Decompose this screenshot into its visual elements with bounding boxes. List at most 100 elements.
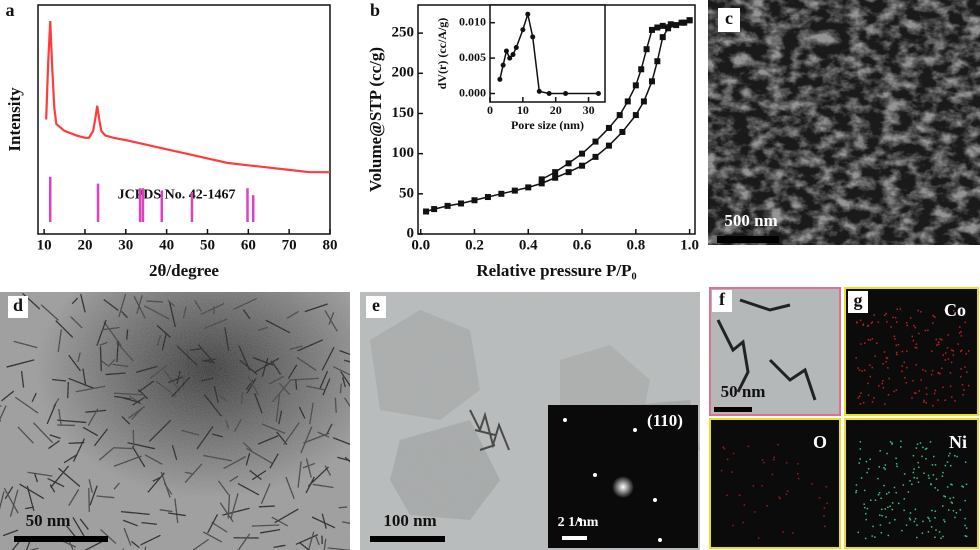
x-tick-label: 0 xyxy=(487,103,493,117)
map-dot xyxy=(918,390,921,392)
map-dot xyxy=(967,350,970,352)
map-dot xyxy=(888,522,891,524)
map-dot xyxy=(949,372,952,374)
map-dot xyxy=(897,502,900,505)
map-dot xyxy=(913,324,915,327)
map-dot xyxy=(964,535,967,537)
map-dot xyxy=(931,350,933,352)
marker xyxy=(484,194,491,201)
map-dot xyxy=(906,350,908,352)
map-dot xyxy=(937,399,939,401)
map-dot xyxy=(927,474,930,477)
map-dot xyxy=(742,521,744,524)
marker xyxy=(538,176,545,183)
marker xyxy=(648,26,655,33)
tem-image: d 50 nm xyxy=(0,292,350,550)
map-dot xyxy=(960,350,962,353)
x-tick-label: 10 xyxy=(37,237,52,253)
map-dot xyxy=(867,382,869,385)
map-dot xyxy=(928,517,930,520)
map-dot xyxy=(962,486,964,488)
map-dot xyxy=(960,331,962,333)
x-tick-label: 60 xyxy=(241,237,256,253)
y-tick-label: 0 xyxy=(407,225,415,241)
map-dot xyxy=(944,495,947,498)
map-dot xyxy=(879,514,881,516)
map-dot xyxy=(934,316,936,318)
map-dot xyxy=(886,321,888,323)
x-tick-label: 0.0 xyxy=(411,237,430,253)
map-label: O xyxy=(813,432,827,452)
map-dot xyxy=(754,511,756,513)
map-dot xyxy=(937,343,940,346)
map-dot xyxy=(963,389,965,391)
map-dot xyxy=(867,394,870,396)
map-dot xyxy=(949,497,951,500)
map-dot xyxy=(894,518,896,521)
inset-scale-label: 2 1/nm xyxy=(558,515,599,530)
map-dot xyxy=(935,338,937,341)
map-dot xyxy=(934,389,937,392)
map-dot xyxy=(874,536,876,538)
map-dot xyxy=(927,516,929,519)
marker xyxy=(632,82,639,89)
map-dot xyxy=(738,494,741,496)
marker xyxy=(654,58,661,65)
map-dot xyxy=(942,535,944,538)
map-dot xyxy=(931,369,934,372)
map-dot xyxy=(964,499,966,502)
map-dot xyxy=(960,368,962,370)
map-dot xyxy=(859,448,862,450)
map-dot xyxy=(921,455,923,458)
map-label: Ni xyxy=(949,432,967,452)
map-dot xyxy=(914,346,917,349)
map-dot xyxy=(947,455,950,457)
x-axis-label: Pore size (nm) xyxy=(511,118,584,132)
map-dot xyxy=(823,525,826,528)
map-dot xyxy=(869,499,872,502)
map-dot xyxy=(901,370,903,373)
map-dot xyxy=(930,483,932,485)
map-dot xyxy=(757,537,760,539)
map-dot xyxy=(916,443,919,445)
marker xyxy=(546,91,552,97)
map-dot xyxy=(896,308,898,310)
sem-image: c 500 nm xyxy=(708,0,980,245)
map-dot xyxy=(885,357,888,359)
map-dot xyxy=(865,512,867,515)
map-dot xyxy=(928,477,930,479)
map-dot xyxy=(951,396,953,398)
map-dot xyxy=(785,493,788,496)
map-dot xyxy=(914,326,917,329)
map-dot xyxy=(912,380,914,382)
map-dot xyxy=(944,464,947,467)
map-dot xyxy=(921,532,924,534)
map-dot xyxy=(942,505,944,507)
map-dot xyxy=(859,403,862,405)
marker xyxy=(686,17,693,24)
map-dot xyxy=(944,352,947,354)
map-dot xyxy=(869,339,872,341)
panel-label: c xyxy=(725,8,733,28)
map-dot xyxy=(897,343,900,346)
map-dot xyxy=(931,509,933,512)
map-dot xyxy=(952,350,955,352)
map-dot xyxy=(860,343,862,345)
map-dot xyxy=(761,459,764,461)
map-dot xyxy=(932,314,934,317)
map-dot xyxy=(771,473,774,476)
map-dot xyxy=(904,377,906,379)
map-dot xyxy=(900,440,902,443)
map-dot xyxy=(889,441,892,443)
map-dot xyxy=(871,535,873,537)
map-dot xyxy=(937,489,939,491)
map-dot xyxy=(913,520,916,523)
map-dot xyxy=(823,515,825,517)
map-dot xyxy=(732,452,735,455)
map-dot xyxy=(865,518,868,521)
map-dot xyxy=(915,447,918,449)
map-dot xyxy=(895,344,898,347)
y-tick-label: 100 xyxy=(392,145,415,161)
map-dot xyxy=(881,514,883,517)
